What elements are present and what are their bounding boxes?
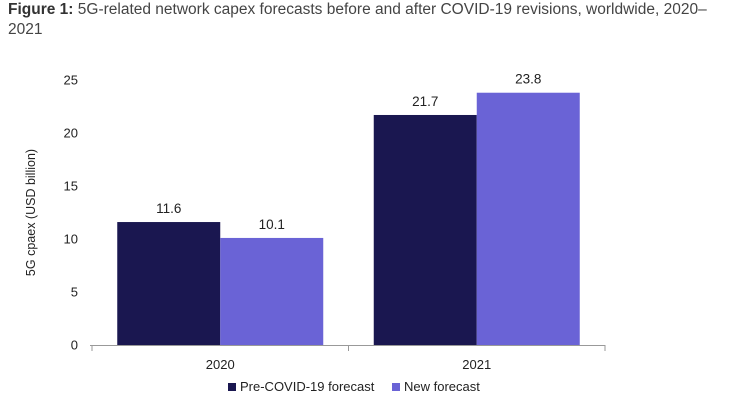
y-tick-label: 15 <box>64 179 78 194</box>
legend-swatch-pre-covid <box>228 383 236 391</box>
legend-label: New forecast <box>404 379 480 394</box>
y-axis-title: 5G cpaex (USD billion) <box>24 149 38 276</box>
y-tick-label: 5 <box>71 285 78 300</box>
data-labels: 11.6 10.1 21.7 23.8 <box>156 72 541 232</box>
data-label: 10.1 <box>259 217 285 232</box>
bar-2021-new <box>476 92 580 345</box>
figure-caption: 5G-related network capex forecasts befor… <box>8 1 707 38</box>
bar-2021-pre-covid <box>373 114 477 345</box>
legend: Pre-COVID-19 forecast New forecast <box>228 379 480 394</box>
legend-swatch-new <box>392 383 400 391</box>
y-tick-label: 20 <box>64 126 78 141</box>
y-tick-label: 0 <box>71 338 78 353</box>
data-label: 21.7 <box>412 94 438 109</box>
x-axis-ticks: 2020 2021 <box>91 345 606 372</box>
data-label: 11.6 <box>156 201 181 216</box>
legend-label: Pre-COVID-19 forecast <box>240 379 375 394</box>
bar-2020-pre-covid <box>117 222 221 345</box>
figure-label: Figure 1: <box>8 1 74 18</box>
x-tick-label: 2020 <box>206 357 235 372</box>
y-axis-ticks: 0 5 10 15 20 25 <box>64 73 78 353</box>
y-tick-label: 10 <box>64 232 78 247</box>
data-label: 23.8 <box>515 72 541 87</box>
bars <box>117 92 580 345</box>
x-tick-label: 2021 <box>462 357 491 372</box>
bar-2020-new <box>220 237 324 345</box>
figure-title: Figure 1: 5G-related network capex forec… <box>8 0 738 40</box>
y-tick-label: 25 <box>64 73 78 88</box>
